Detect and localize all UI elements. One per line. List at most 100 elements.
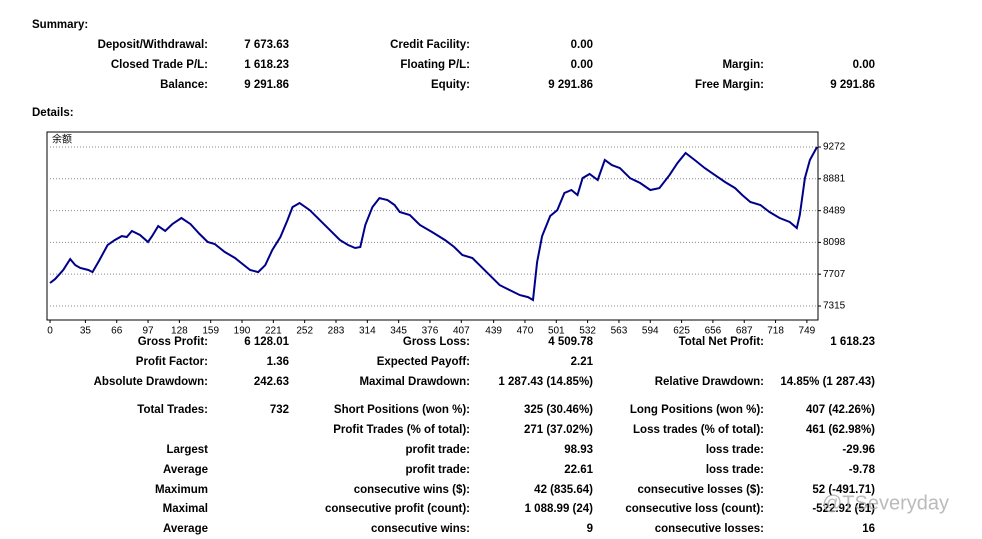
value: 732 xyxy=(270,404,289,416)
label: Maximal Drawdown: xyxy=(359,376,470,388)
label: consecutive wins ($): xyxy=(354,484,470,496)
value: 461 (62.98%) xyxy=(806,424,875,436)
value: 9 291.86 xyxy=(244,79,289,91)
label: Average xyxy=(163,523,208,535)
value: 7 673.63 xyxy=(244,39,289,51)
value: 98.93 xyxy=(564,444,593,456)
label: Relative Drawdown: xyxy=(655,376,764,388)
x-tick-label: 470 xyxy=(517,326,534,337)
value: 2.21 xyxy=(571,356,594,368)
y-tick-label: 8489 xyxy=(823,205,846,216)
summary-title: Summary: xyxy=(32,19,88,31)
x-tick-label: 314 xyxy=(359,326,376,337)
x-tick-label: 376 xyxy=(422,326,439,337)
value: 4 509.78 xyxy=(548,336,593,348)
label: loss trade: xyxy=(706,444,764,456)
x-tick-label: 718 xyxy=(767,326,784,337)
y-tick-label: 9272 xyxy=(823,142,846,153)
value: 271 (37.02%) xyxy=(524,424,593,436)
x-tick-label: 159 xyxy=(202,326,219,337)
label: Equity: xyxy=(431,79,470,91)
value: 0.00 xyxy=(853,59,875,71)
label: Maximum xyxy=(155,484,208,496)
label: Credit Facility: xyxy=(390,39,470,51)
value: 52 (-491.71) xyxy=(812,484,875,496)
plot-frame xyxy=(46,131,819,321)
label: Absolute Drawdown: xyxy=(94,376,208,388)
x-tick-label: 345 xyxy=(390,326,407,337)
x-tick-label: 687 xyxy=(736,326,753,337)
x-tick-label: 252 xyxy=(296,326,313,337)
value: 9 xyxy=(587,523,593,535)
value: 407 (42.26%) xyxy=(806,404,875,416)
label: Free Margin: xyxy=(695,79,764,91)
label: Gross Loss: xyxy=(403,336,470,348)
label: Expected Payoff: xyxy=(377,356,470,368)
x-tick-label: 221 xyxy=(265,326,282,337)
label: consecutive wins: xyxy=(371,523,470,535)
label: Maximal xyxy=(163,503,208,515)
label: Margin: xyxy=(722,59,764,71)
value: 1 287.43 (14.85%) xyxy=(498,376,593,388)
value: 1 088.99 (24) xyxy=(525,503,594,515)
label: consecutive profit (count): xyxy=(325,503,470,515)
watermark: @TSeveryday xyxy=(822,492,949,514)
x-tick-label: 35 xyxy=(80,326,92,337)
value: 0.00 xyxy=(571,39,593,51)
x-tick-label: 66 xyxy=(111,326,123,337)
x-tick-label: 656 xyxy=(705,326,722,337)
details-title: Details: xyxy=(32,107,74,119)
value: 1 618.23 xyxy=(830,336,875,348)
label: Long Positions (won %): xyxy=(630,404,764,416)
x-tick-label: 407 xyxy=(453,326,470,337)
label: Balance: xyxy=(160,79,208,91)
x-tick-label: 0 xyxy=(47,326,53,337)
x-tick-label: 439 xyxy=(485,326,502,337)
value: 42 (835.64) xyxy=(534,484,593,496)
value: 325 (30.46%) xyxy=(524,404,593,416)
label: consecutive losses: xyxy=(655,523,764,535)
balance-line xyxy=(49,146,818,302)
label: Short Positions (won %): xyxy=(334,404,470,416)
label: Total Trades: xyxy=(137,404,208,416)
label: consecutive losses ($): xyxy=(637,484,764,496)
label: Largest xyxy=(166,444,208,456)
x-tick-label: 283 xyxy=(328,326,345,337)
value: 6 128.01 xyxy=(244,336,289,348)
x-tick-label: 625 xyxy=(673,326,690,337)
label: Gross Profit: xyxy=(138,336,208,348)
value: 242.63 xyxy=(254,376,289,388)
value: 14.85% (1 287.43) xyxy=(780,376,875,388)
value: -29.96 xyxy=(842,444,875,456)
x-tick-label: 749 xyxy=(799,326,816,337)
label: Loss trades (% of total): xyxy=(633,424,764,436)
label: Total Net Profit: xyxy=(679,336,764,348)
value: 0.00 xyxy=(571,59,593,71)
label: Profit Factor: xyxy=(136,356,208,368)
label: Deposit/Withdrawal: xyxy=(98,39,208,51)
x-tick-label: 501 xyxy=(548,326,565,337)
value: 22.61 xyxy=(564,464,593,476)
value: -522.92 (51) xyxy=(812,503,875,515)
x-tick-label: 97 xyxy=(142,326,154,337)
y-tick-label: 8098 xyxy=(823,237,846,248)
label: profit trade: xyxy=(405,444,470,456)
label: consecutive loss (count): xyxy=(625,503,764,515)
x-tick-label: 190 xyxy=(234,326,251,337)
value: 1 618.23 xyxy=(244,59,289,71)
x-tick-label: 532 xyxy=(579,326,596,337)
label: profit trade: xyxy=(405,464,470,476)
label: Closed Trade P/L: xyxy=(111,59,208,71)
y-tick-label: 7707 xyxy=(823,269,846,280)
value: 9 291.86 xyxy=(830,79,875,91)
x-tick-label: 563 xyxy=(611,326,628,337)
y-tick-label: 8881 xyxy=(823,173,846,184)
x-tick-label: 128 xyxy=(171,326,188,337)
y-tick-label: 7315 xyxy=(823,301,846,312)
label: Floating P/L: xyxy=(400,59,470,71)
value: -9.78 xyxy=(849,464,876,476)
legend-label: 余额 xyxy=(52,133,72,146)
value: 9 291.86 xyxy=(548,79,593,91)
